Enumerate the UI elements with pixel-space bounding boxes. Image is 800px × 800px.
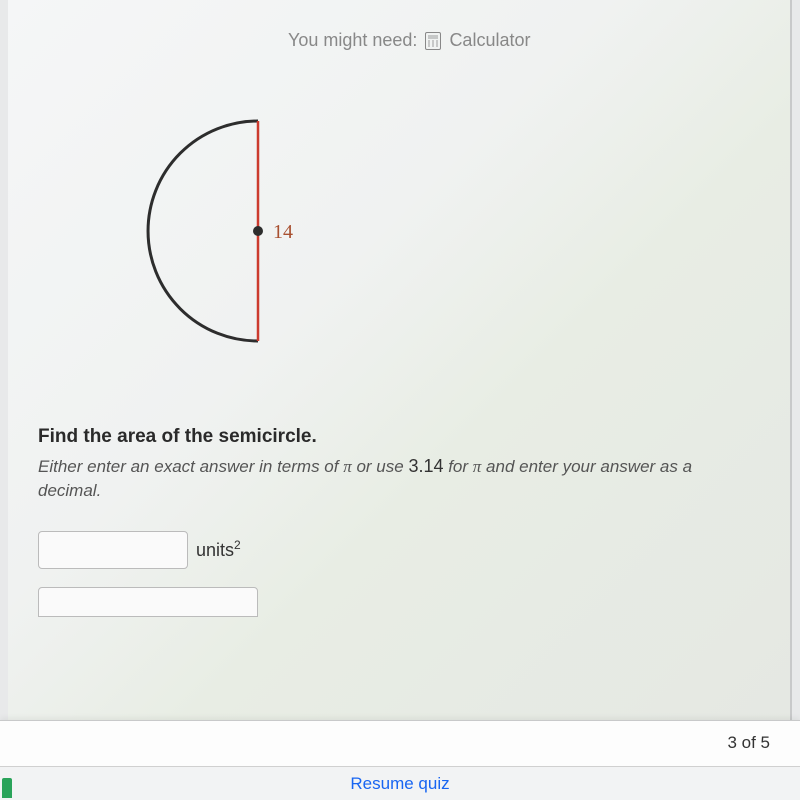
diagram-svg: 14 [98,101,318,361]
pi-symbol-1: π [343,457,352,476]
hint-prefix: You might need: [288,30,417,51]
hint-tool[interactable]: Calculator [449,30,530,51]
units-exponent: 2 [234,538,241,552]
pi-value: 3.14 [408,456,443,476]
sub-part-1: Either enter an exact answer in terms of [38,457,343,476]
question-block: Find the area of the semicircle. Either … [38,426,760,617]
units-label: units2 [196,538,241,561]
center-dot [253,226,263,236]
sub-part-2: or use [352,457,409,476]
sub-part-3: for [443,457,472,476]
units-text: units [196,540,234,560]
calculator-icon[interactable] [425,32,441,50]
answer-row: units2 [38,531,760,569]
footer-bar: 3 of 5 Resume quiz [0,720,800,800]
question-subtitle: Either enter an exact answer in terms of… [38,454,760,503]
question-title: Find the area of the semicircle. [38,426,760,448]
corner-accent [2,778,12,798]
diameter-label: 14 [273,221,293,243]
semicircle-diagram: 14 [98,101,760,366]
hint-row: You might need: Calculator [288,30,760,51]
arc-path [148,121,258,341]
progress-indicator: 3 of 5 [727,733,770,753]
exercise-panel: You might need: Calculator 14 Find the a… [8,0,792,720]
resume-bar: Resume quiz [0,766,800,800]
secondary-input[interactable] [38,587,258,617]
resume-quiz-link[interactable]: Resume quiz [350,774,449,794]
answer-input[interactable] [38,531,188,569]
